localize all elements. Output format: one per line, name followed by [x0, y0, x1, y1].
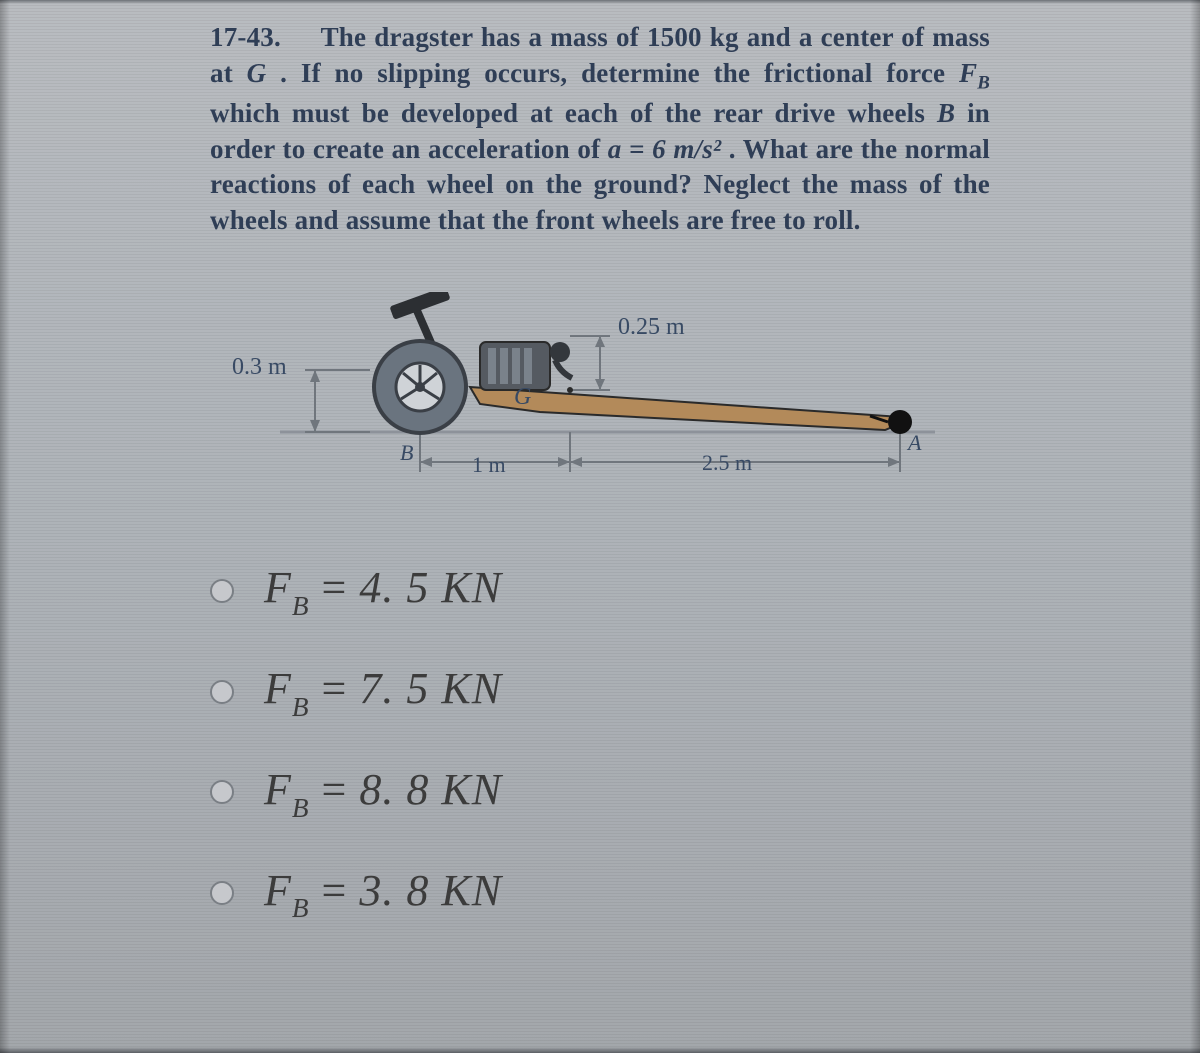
- engine-fin-4: [524, 348, 532, 384]
- choice-2[interactable]: FB = 7. 5 KN: [210, 663, 990, 720]
- arrow-025-b: [595, 379, 605, 390]
- rider-body: [555, 360, 572, 378]
- choice-2-value: 7. 5 KN: [359, 664, 502, 713]
- answer-choices: FB = 4. 5 KN FB = 7. 5 KN FB = 8. 8 KN F…: [210, 562, 990, 921]
- radio-icon[interactable]: [210, 881, 234, 905]
- arrow-025-t: [595, 336, 605, 347]
- choice-3-eq: FB = 8. 8 KN: [264, 764, 502, 821]
- rear-wheels-b: B: [937, 98, 955, 128]
- radio-icon[interactable]: [210, 780, 234, 804]
- arrow-03-t: [310, 370, 320, 382]
- problem-number: 17-43.: [210, 22, 281, 52]
- radio-icon[interactable]: [210, 680, 234, 704]
- problem-text-1: The dragster has a mass of: [321, 22, 647, 52]
- dim-label-025: 0.25 m: [618, 314, 685, 341]
- g-label: G: [514, 384, 531, 411]
- radio-icon[interactable]: [210, 579, 234, 603]
- choice-3[interactable]: FB = 8. 8 KN: [210, 764, 990, 821]
- problem-text-3: . If no slipping occurs, determine the f…: [280, 58, 959, 88]
- force-fb-sub: B: [977, 72, 990, 93]
- rider-head: [550, 342, 570, 362]
- choice-4-value: 3. 8 KN: [359, 866, 502, 915]
- arrow-03-b: [310, 420, 320, 432]
- a-label: A: [908, 430, 921, 456]
- arrow-r2: [888, 457, 900, 467]
- dragster-figure: 0.25 m 0.3 m G B A 1 m 2.5 m: [240, 292, 960, 492]
- force-fb-symbol: FB: [959, 58, 990, 88]
- problem-statement: 17-43. The dragster has a mass of 1500 k…: [210, 20, 990, 238]
- page-content: 17-43. The dragster has a mass of 1500 k…: [0, 0, 1200, 986]
- mass-value: 1500 kg: [647, 22, 739, 52]
- b-label: B: [400, 440, 413, 466]
- dim-label-25m: 2.5 m: [702, 450, 752, 476]
- choice-4[interactable]: FB = 3. 8 KN: [210, 865, 990, 922]
- dragster-svg: [240, 292, 960, 492]
- point-g: G: [247, 58, 267, 88]
- choice-2-eq: FB = 7. 5 KN: [264, 663, 502, 720]
- choice-1-value: 4. 5 KN: [359, 563, 502, 612]
- bottom-edge-shadow: [0, 1047, 1200, 1053]
- dragster-body: [470, 387, 900, 430]
- engine-fin-2: [500, 348, 508, 384]
- g-point: [567, 387, 573, 393]
- arrow-r1: [558, 457, 570, 467]
- dim-label-1m: 1 m: [472, 452, 506, 478]
- engine-fin-1: [488, 348, 496, 384]
- choice-4-eq: FB = 3. 8 KN: [264, 865, 502, 922]
- force-fb-letter: F: [959, 58, 977, 88]
- arrow-l1: [420, 457, 432, 467]
- engine-fin-3: [512, 348, 520, 384]
- dim-label-03: 0.3 m: [232, 354, 287, 381]
- choice-1-eq: FB = 4. 5 KN: [264, 562, 502, 619]
- choice-3-value: 8. 8 KN: [359, 765, 502, 814]
- arrow-l2: [570, 457, 582, 467]
- problem-text-4: which must be developed at each of the r…: [210, 98, 937, 128]
- accel-expr: a = 6 m/s²: [608, 134, 721, 164]
- rear-axle: [415, 382, 425, 392]
- choice-1[interactable]: FB = 4. 5 KN: [210, 562, 990, 619]
